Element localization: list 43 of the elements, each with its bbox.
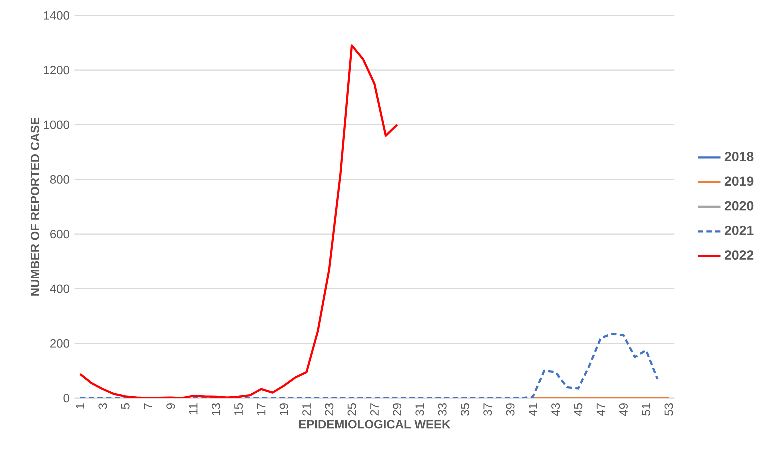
x-tick-label: 49 [619, 404, 628, 416]
x-tick-label: 37 [484, 404, 492, 416]
legend-label: 2020 [724, 201, 754, 211]
y-axis-title: NUMBER OF REPORTED CASE [30, 118, 40, 296]
x-tick-label: 11 [189, 404, 198, 415]
x-tick-label: 7 [144, 404, 152, 410]
y-tick-label: 1000 [44, 120, 70, 130]
legend-label: 2021 [724, 226, 754, 236]
x-tick-label: 35 [460, 404, 470, 416]
x-tick-label: 17 [257, 404, 266, 416]
legend-label: 2019 [724, 176, 754, 186]
legend-label: 2022 [724, 250, 754, 260]
y-tick-label: 1400 [44, 11, 70, 20]
legend-label: 2018 [724, 152, 754, 162]
x-axis-title: EPIDEMIOLOGICAL WEEK [299, 420, 451, 429]
x-tick-label: 45 [574, 404, 583, 416]
x-tick-label: 19 [280, 404, 288, 416]
x-tick-label: 29 [393, 404, 402, 416]
x-tick-label: 3 [98, 404, 108, 410]
x-tick-label: 1 [76, 404, 84, 409]
line-series [79, 44, 398, 398]
y-tick-label: 1200 [44, 66, 70, 75]
y-tick-label: 600 [50, 230, 70, 239]
y-tick-label: 800 [50, 175, 70, 184]
x-tick-label: 25 [348, 404, 356, 416]
x-tick-label: 51 [642, 404, 651, 416]
x-tick-label: 43 [552, 404, 560, 416]
x-tick-label: 15 [234, 404, 244, 416]
x-tick-label: 31 [416, 404, 424, 416]
x-tick-label: 41 [529, 404, 538, 416]
y-tick-label: 400 [50, 284, 70, 294]
x-tick-label: 39 [506, 404, 515, 416]
y-tick-label: 200 [50, 339, 70, 348]
x-tick-label: 23 [325, 404, 334, 416]
x-tick-label: 27 [370, 404, 379, 416]
x-tick-label: 47 [596, 404, 606, 416]
x-tick-label: 33 [438, 404, 447, 416]
x-tick-label: 53 [664, 404, 674, 416]
x-tick-label: 21 [302, 404, 311, 416]
x-tick-label: 9 [166, 404, 176, 410]
y-tick-label: 0 [64, 394, 70, 403]
x-tick-label: 5 [121, 404, 130, 410]
x-tick-label: 13 [212, 404, 220, 416]
